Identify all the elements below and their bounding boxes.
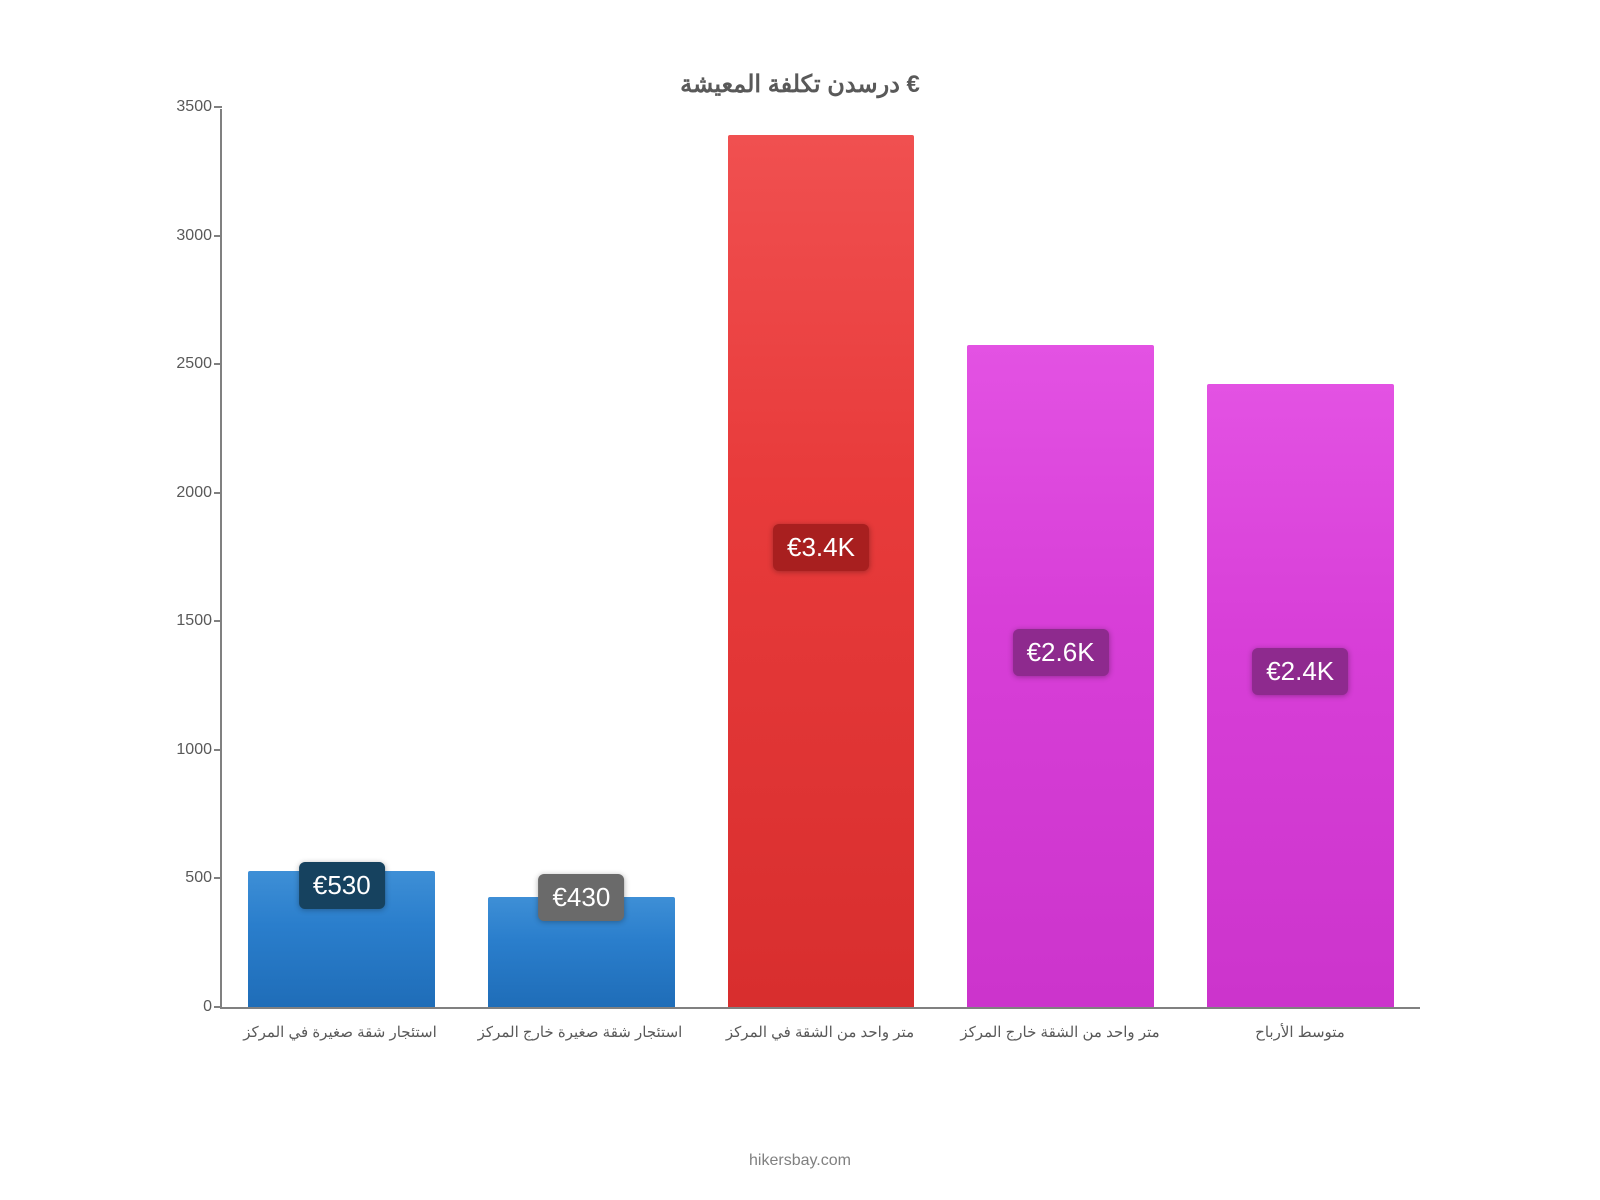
bar-value-label: €530 <box>299 862 385 909</box>
y-axis-label: 500 <box>162 869 212 887</box>
y-axis-label: 3500 <box>162 98 212 116</box>
y-axis-label: 2000 <box>162 484 212 502</box>
y-tick <box>214 106 222 108</box>
y-tick <box>214 363 222 365</box>
chart-title: درسدن تكلفة المعيشة € <box>160 70 1440 99</box>
bar: €3.4K <box>728 135 915 1007</box>
y-tick <box>214 235 222 237</box>
bar-slot: €2.6K <box>941 109 1181 1007</box>
bar-slot: €2.4K <box>1180 109 1420 1007</box>
y-tick <box>214 492 222 494</box>
bar: €2.4K <box>1207 384 1394 1007</box>
bar: €2.6K <box>967 345 1154 1007</box>
bar-value-label: €2.6K <box>1013 629 1109 676</box>
chart-container: درسدن تكلفة المعيشة € 0 500 1000 1500 2000 25… <box>160 70 1440 1130</box>
y-tick <box>214 1006 222 1008</box>
x-axis-labels: استئجار شقة صغيرة في المركزاستئجار شقة ص… <box>220 1023 1420 1041</box>
y-tick <box>214 877 222 879</box>
x-axis-label: متوسط الأرباح <box>1180 1023 1420 1041</box>
bar: €530 <box>248 871 435 1007</box>
y-tick <box>214 620 222 622</box>
x-axis-label: متر واحد من الشقة في المركز <box>700 1023 940 1041</box>
y-axis-label: 3000 <box>162 227 212 245</box>
y-axis-label: 2500 <box>162 355 212 373</box>
bar-value-label: €430 <box>538 874 624 921</box>
x-axis-label: استئجار شقة صغيرة في المركز <box>220 1023 460 1041</box>
bar-value-label: €3.4K <box>773 524 869 571</box>
bar: €430 <box>488 897 675 1007</box>
bars-row: €530 €430 €3.4K €2.6K €2.4K <box>222 109 1420 1007</box>
bar-slot: €530 <box>222 109 462 1007</box>
y-axis-label: 1500 <box>162 612 212 630</box>
bar-value-label: €2.4K <box>1252 648 1348 695</box>
bar-slot: €3.4K <box>701 109 941 1007</box>
bar-slot: €430 <box>462 109 702 1007</box>
plot-area: 0500100015002000250030003500 €530€430€3.… <box>220 109 1420 1009</box>
y-axis-label: 1000 <box>162 741 212 759</box>
y-tick <box>214 749 222 751</box>
credit-text: hikersbay.com <box>0 1152 1600 1170</box>
x-axis-label: استئجار شقة صغيرة خارج المركز <box>460 1023 700 1041</box>
y-axis-label: 0 <box>162 998 212 1016</box>
x-axis-label: متر واحد من الشقة خارج المركز <box>940 1023 1180 1041</box>
